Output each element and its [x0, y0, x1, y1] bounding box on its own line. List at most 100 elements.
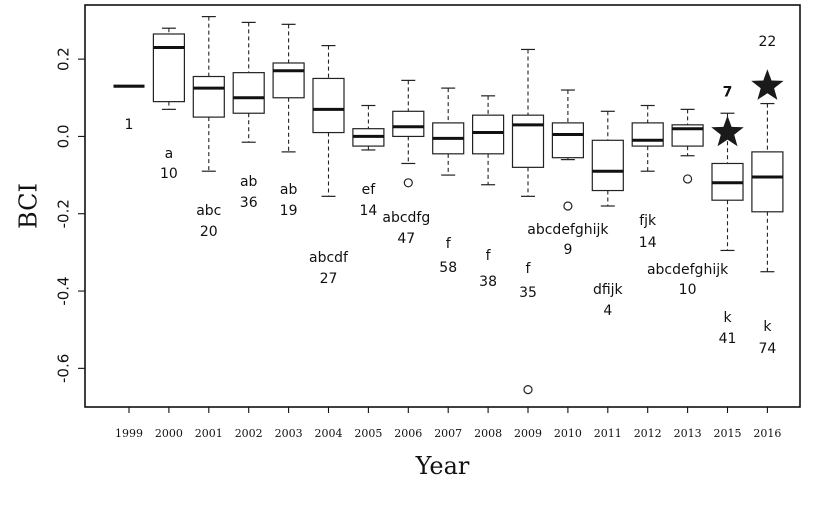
box-2001 [192, 15, 225, 172]
box-2004 [312, 44, 345, 197]
group-letters-2003: ab [280, 182, 298, 198]
iqr-box [591, 139, 624, 192]
group-letters-2015: k [723, 310, 732, 326]
sample-size-2008: 38 [479, 274, 497, 290]
group-letters-2007: f [446, 236, 452, 252]
x-tick-label-2002: 2002 [235, 427, 263, 440]
sample-size-2010: 9 [563, 242, 572, 258]
x-tick-label-2016: 2016 [753, 427, 781, 440]
star-marker-2016 [751, 69, 784, 100]
group-letters-2008: f [486, 248, 492, 264]
box-2003 [272, 23, 305, 153]
group-letters-2000: a [165, 146, 174, 162]
group-letters-2016: k [763, 319, 772, 335]
box-2008 [472, 95, 505, 186]
sample-size-2000: 10 [160, 166, 178, 182]
x-tick-label-2011: 2011 [594, 427, 622, 440]
x-tick-label-2010: 2010 [554, 427, 582, 440]
y-tick-label: -0.2 [55, 199, 73, 228]
sample-size-2001: 20 [200, 224, 218, 240]
outlier-point [563, 201, 573, 211]
x-tick-label-2004: 2004 [315, 427, 343, 440]
boxes-layer [113, 15, 784, 395]
y-tick-label: -0.4 [55, 276, 73, 305]
group-letters-2006: abcdfg [382, 210, 430, 226]
sample-size-2007: 58 [439, 260, 457, 276]
sample-size-2002: 36 [240, 195, 258, 211]
y-tick-label: -0.6 [55, 354, 73, 383]
sample-size-2004: 27 [320, 271, 338, 287]
box-2005 [352, 104, 385, 151]
group-letters-2005: ef [362, 182, 377, 198]
group-letters-2002: ab [240, 174, 258, 190]
x-tick-label-2003: 2003 [275, 427, 303, 440]
group-letters-2011: dfijk [593, 282, 624, 298]
box-2009 [511, 48, 545, 395]
iqr-box [551, 122, 585, 159]
group-letters-2010: abcdefghijk [527, 222, 609, 238]
group-letters-2009: f [526, 261, 532, 277]
box-2006 [392, 79, 425, 188]
iqr-box [751, 151, 784, 213]
sample-size-2013: 10 [679, 282, 697, 298]
sample-size-1999: 1 [125, 117, 134, 133]
box-2010 [551, 89, 585, 211]
sample-size-2009: 35 [519, 285, 537, 301]
x-tick-label-2008: 2008 [474, 427, 502, 440]
y-axis-title: BCI [15, 183, 43, 229]
sample-size-2005: 14 [359, 203, 377, 219]
group-letters-2004: abcdf [309, 250, 349, 266]
annotations-layer: 1 a 10 abc 20 ab 36 ab 19 abcdf 27 ef 14 abcdfg 47 f 58 f… [125, 117, 777, 357]
iqr-box [272, 62, 305, 99]
x-tick-label-2015: 2015 [714, 427, 742, 440]
x-tick-label-2012: 2012 [634, 427, 662, 440]
box-2011 [591, 110, 624, 207]
box-2000 [152, 27, 185, 110]
star-label-2015: 7 [723, 85, 733, 101]
sample-size-2006: 47 [397, 231, 415, 247]
box-2002 [232, 21, 265, 143]
box-2016 [751, 102, 784, 273]
x-axis-title: Year [415, 452, 470, 480]
group-letters-2001: abc [196, 203, 221, 219]
iqr-box [192, 75, 225, 118]
x-tick-label-2013: 2013 [674, 427, 702, 440]
sample-size-2003: 19 [280, 203, 298, 219]
outlier-point [523, 385, 533, 395]
iqr-box [152, 33, 185, 103]
box-2012 [631, 104, 664, 172]
iqr-box [312, 77, 345, 134]
sample-size-2015: 41 [719, 331, 737, 347]
x-tick-label-1999: 1999 [115, 427, 143, 440]
group-letters-2012: fjk [639, 213, 657, 229]
iqr-box [472, 114, 505, 155]
y-tick-label: 0.0 [55, 124, 73, 148]
star-marker-2015 [711, 115, 744, 147]
iqr-box [232, 72, 265, 114]
x-tick-label-2006: 2006 [394, 427, 422, 440]
star-label-2016: 22 [758, 34, 776, 50]
outlier-point [682, 174, 693, 184]
iqr-box [511, 114, 545, 168]
x-tick-label-2009: 2009 [514, 427, 542, 440]
x-tick-label-2000: 2000 [155, 427, 183, 440]
box-2013 [671, 108, 704, 184]
sample-size-2012: 14 [639, 235, 657, 251]
sample-size-2011: 4 [603, 303, 612, 319]
group-letters-2013: abcdefghijk [647, 262, 729, 278]
box-2007 [432, 87, 465, 176]
x-tick-label-2005: 2005 [354, 427, 382, 440]
y-tick-label: 0.2 [55, 47, 73, 71]
outlier-point [403, 178, 413, 188]
plot-frame [84, 4, 801, 408]
box-2015 [711, 112, 744, 252]
x-tick-label-2001: 2001 [195, 427, 223, 440]
x-tick-label-2007: 2007 [434, 427, 462, 440]
iqr-box [631, 122, 664, 147]
stars-layer: 7 22 [711, 34, 784, 147]
axes-layer: 1999 2000 2001 2002 2003 2004 2005 2006 2007 2008… [55, 47, 782, 440]
iqr-box [392, 110, 425, 138]
sample-size-2016: 74 [758, 341, 776, 357]
